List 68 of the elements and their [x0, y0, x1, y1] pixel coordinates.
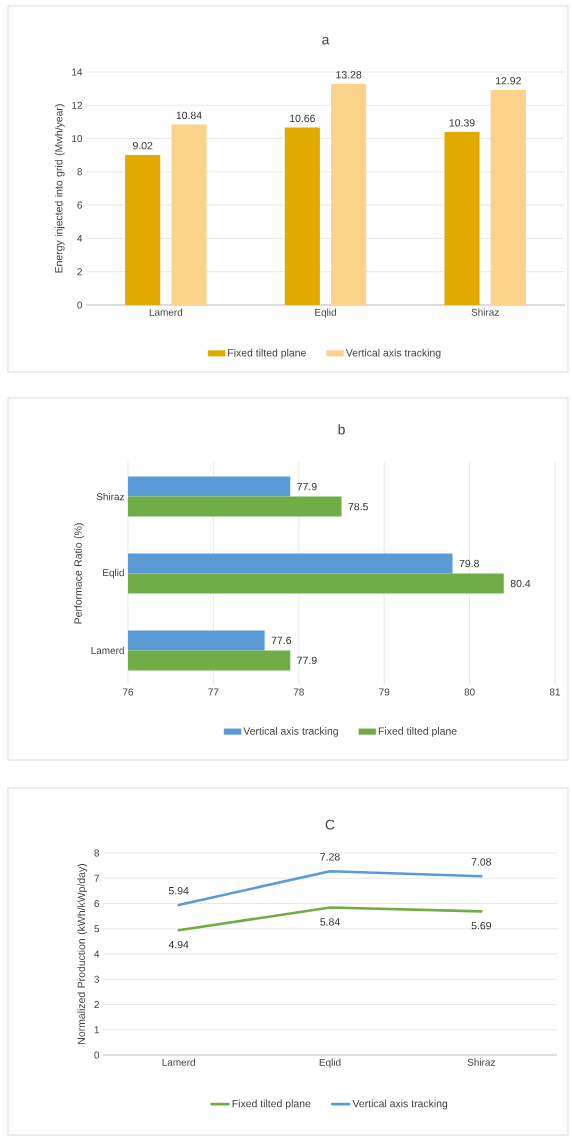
data-label: 7.08 — [471, 858, 492, 866]
y-tick-label: 6 — [94, 899, 100, 908]
y-tick-label: 8 — [94, 849, 100, 857]
data-label: 77.9 — [297, 656, 317, 665]
y-axis-title: Performace Ratio (%) — [74, 523, 84, 624]
data-label: 7.28 — [320, 853, 340, 861]
x-tick-label: Lamerd — [149, 308, 183, 316]
bar — [171, 124, 207, 305]
y-tick-label: 5 — [94, 925, 100, 933]
y-tick-label: 3 — [94, 975, 100, 983]
y-tick-label: 4 — [94, 950, 100, 958]
legend-label: Fixed tilted plane — [228, 348, 306, 359]
data-label: 9.02 — [132, 141, 153, 150]
y-tick-label: 2 — [94, 1001, 99, 1008]
data-label: 79.8 — [459, 559, 479, 568]
x-tick-label: 79 — [379, 688, 390, 696]
data-label: 77.9 — [297, 482, 317, 491]
y-tick-label: Eqlid — [103, 568, 124, 579]
x-tick-label: 80 — [464, 688, 475, 696]
legend-label: Fixed tilted plane — [232, 1099, 311, 1110]
y-tick-label: 1 — [94, 1026, 99, 1034]
data-label: 10.84 — [176, 111, 202, 120]
legend-label: Vertical axis tracking — [345, 348, 441, 359]
x-tick-label: Eqlid — [319, 1058, 341, 1068]
y-axis-title: Normalized Production (kWh/kWp/day) — [77, 864, 88, 1044]
data-label: 80.4 — [510, 579, 531, 588]
x-tick-label: Eqlid — [315, 308, 336, 318]
bar — [284, 127, 320, 305]
y-tick-label: Lamerd — [91, 646, 124, 655]
x-tick-label: 77 — [208, 688, 219, 696]
legend-label: Fixed tilted plane — [378, 727, 457, 737]
y-tick-label: 0 — [94, 1051, 100, 1059]
bar — [490, 89, 526, 305]
data-label: 5.84 — [320, 918, 340, 926]
y-tick-label: 4 — [77, 235, 83, 242]
data-label: 10.39 — [449, 119, 475, 127]
data-label: 5.94 — [168, 887, 189, 895]
x-tick-label: 76 — [122, 688, 134, 696]
y-axis-title: Energy injected into grid (Mwh/year) — [54, 104, 65, 273]
y-tick-label: 7 — [94, 874, 99, 882]
y-tick-label: 12 — [72, 101, 82, 109]
data-label: 4.94 — [168, 940, 189, 949]
data-label: 5.69 — [471, 921, 492, 930]
x-tick-label: Shiraz — [467, 1058, 495, 1066]
y-tick-label: 14 — [72, 68, 83, 76]
x-tick-label: 81 — [549, 688, 561, 696]
data-label: 13.28 — [336, 71, 362, 79]
y-tick-label: Shiraz — [96, 492, 124, 501]
data-label: 12.92 — [496, 77, 521, 85]
data-label: 77.6 — [271, 636, 292, 645]
y-tick-label: 10 — [72, 135, 83, 143]
data-label: 10.66 — [290, 114, 315, 123]
chart-title: C — [325, 819, 335, 830]
legend-label: Vertical axis tracking — [243, 727, 338, 737]
legend-label: Vertical axis tracking — [352, 1099, 448, 1110]
y-tick-label: 6 — [77, 201, 83, 209]
chart-title: b — [338, 424, 345, 435]
y-tick-label: 0 — [77, 301, 83, 309]
bar — [444, 132, 480, 305]
data-label: 78.5 — [348, 502, 368, 511]
y-tick-label: 2 — [77, 268, 82, 276]
x-tick-label: Lamerd — [162, 1058, 195, 1066]
chart-title: a — [322, 36, 330, 45]
x-tick-label: Shiraz — [471, 308, 499, 316]
x-tick-label: 78 — [293, 688, 304, 696]
bar — [331, 83, 367, 305]
bar — [125, 154, 161, 305]
y-tick-label: 8 — [77, 168, 83, 176]
